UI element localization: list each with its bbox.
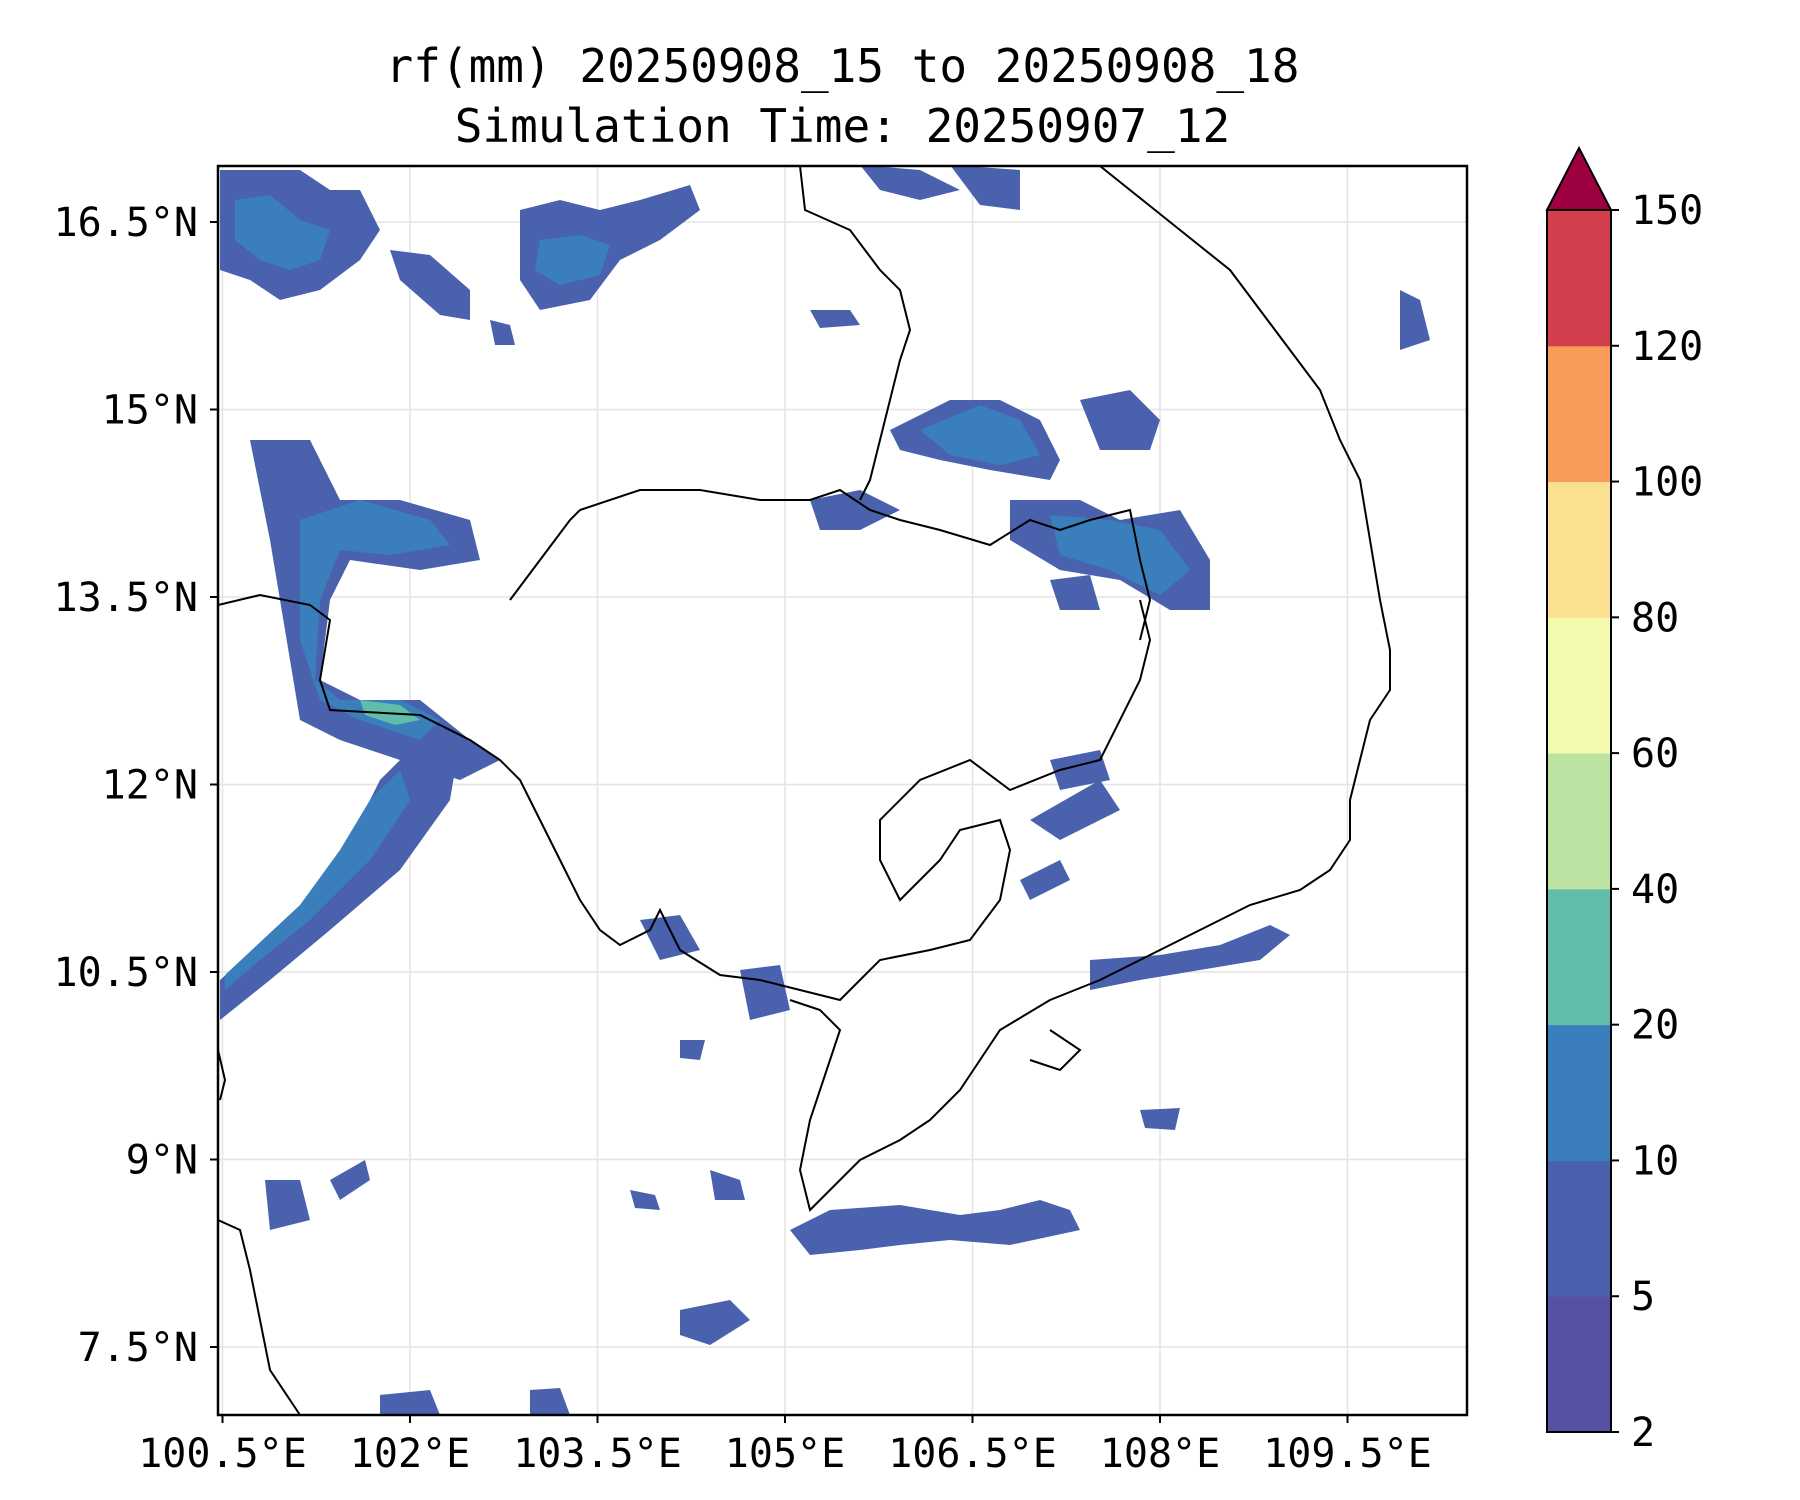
title-line-1: rf(mm) 20250908_15 to 20250908_18 [385, 39, 1300, 93]
colorbar-frame [1546, 209, 1612, 1433]
colorbar-band [1547, 1160, 1611, 1297]
rain-patch [330, 1160, 370, 1200]
rain-patch [790, 1200, 1080, 1255]
gridlines [218, 166, 1467, 1415]
title-line-2: Simulation Time: 20250907_12 [454, 99, 1231, 153]
coastlines-and-borders [218, 166, 1391, 1415]
lon-tick-label: 108°E [1100, 1431, 1220, 1477]
rain-patch [235, 195, 330, 270]
coastline [1029, 1029, 1082, 1072]
lon-tick-label: 102°E [350, 1431, 470, 1477]
lat-tick-label: 15°N [102, 388, 198, 434]
colorbar-tick-label: 100 [1631, 460, 1703, 506]
rain-patch [680, 1300, 750, 1345]
lon-tick-label: 103.5°E [513, 1431, 682, 1477]
rain-patch [810, 310, 860, 328]
rain-patch [640, 915, 700, 960]
coastline [218, 1049, 227, 1101]
rain-patch [1050, 750, 1110, 790]
rain-patch [1030, 780, 1120, 840]
latitude-axis: 16.5°N 15°N 13.5°N 12°N 10.5°N 9°N 7.5°N [54, 200, 218, 1371]
coastline [789, 166, 1391, 1212]
rain-patch [390, 250, 470, 320]
colorbar-tick-label: 120 [1631, 324, 1703, 370]
rain-patch [225, 770, 410, 990]
colorbar-tick-label: 5 [1631, 1274, 1655, 1320]
rain-patch [535, 235, 610, 285]
rain-patch [265, 1180, 310, 1230]
colorbar-band [1547, 1024, 1611, 1161]
colorbar-tick-label: 80 [1631, 595, 1679, 641]
lat-tick-label: 13.5°N [54, 575, 199, 621]
rain-patch [530, 1388, 570, 1415]
colorbar-band [1547, 617, 1611, 754]
longitude-axis: 100.5°E 102°E 103.5°E 105°E 106.5°E 108°E 109.… [138, 1415, 1432, 1477]
border-line [218, 593, 1152, 1002]
rainfall-field [220, 166, 1430, 1415]
map-frame [216, 164, 1469, 1417]
lon-tick-label: 105°E [725, 1431, 845, 1477]
border-line [799, 166, 912, 501]
rain-patch [630, 1190, 660, 1210]
colorbar-band [1547, 210, 1611, 347]
rain-patch [1400, 290, 1430, 350]
colorbar-tick-label: 10 [1631, 1138, 1679, 1184]
lat-tick-label: 12°N [102, 763, 198, 809]
rain-patch [710, 1170, 745, 1200]
border-line [579, 488, 1152, 641]
colorbar-band [1547, 1296, 1611, 1433]
rain-patch [920, 405, 1040, 465]
rain-patch [1080, 390, 1160, 450]
lon-tick-label: 100.5°E [138, 1431, 307, 1477]
rain-patch [380, 1390, 440, 1415]
rain-patch [1090, 925, 1290, 990]
lat-tick-label: 7.5°N [78, 1325, 198, 1371]
colorbar-band [1547, 888, 1611, 1026]
map-panel: 100.5°E 102°E 103.5°E 105°E 106.5°E 108°E 109.… [54, 164, 1469, 1477]
rain-patch [680, 1040, 705, 1060]
lat-tick-label: 9°N [126, 1138, 198, 1184]
rain-patch [950, 166, 1020, 210]
lat-tick-label: 10.5°N [54, 950, 199, 996]
colorbar-tick-label: 40 [1631, 867, 1679, 913]
colorbar-tick-label: 2 [1631, 1410, 1655, 1456]
colorbar-band [1547, 481, 1611, 618]
rain-patch [860, 166, 960, 200]
border-line [509, 509, 581, 601]
colorbar-band [1547, 345, 1611, 483]
rain-patch [810, 490, 900, 530]
colorbar: 2 5 10 20 40 60 80 100 120 150 [1545, 145, 1703, 1456]
rain-patch [1140, 1108, 1180, 1130]
rain-patch [490, 320, 515, 345]
rain-patch [1020, 860, 1070, 900]
rain-patch [1050, 575, 1100, 610]
colorbar-extend-arrow [1545, 145, 1613, 211]
lon-tick-label: 109.5°E [1263, 1431, 1432, 1477]
colorbar-tick-label: 20 [1631, 1003, 1679, 1049]
colorbar-tick-label: 60 [1631, 731, 1679, 777]
map-title: rf(mm) 20250908_15 to 20250908_18 Simula… [218, 36, 1467, 156]
colorbar-band [1547, 753, 1611, 890]
rain-patch [1050, 515, 1190, 595]
lat-tick-label: 16.5°N [54, 200, 199, 246]
rain-patch [300, 500, 450, 740]
lon-tick-label: 106.5°E [888, 1431, 1057, 1477]
colorbar-tick-label: 150 [1631, 188, 1703, 234]
coastline [218, 1219, 301, 1415]
